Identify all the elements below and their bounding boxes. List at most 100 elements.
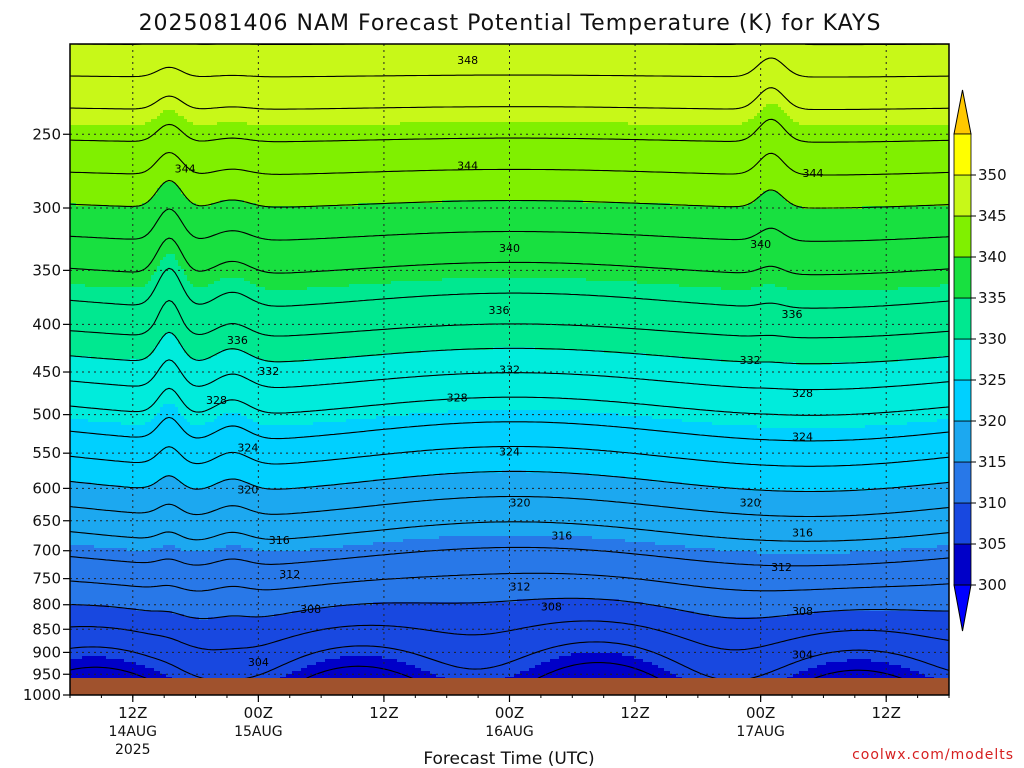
theta-fill-cell-510	[292, 671, 431, 675]
colorbar-swatch-330	[953, 297, 972, 340]
theta-fill-cell-219	[181, 344, 949, 348]
theta-contour-304	[70, 661, 941, 695]
colorbar-swatch-335	[953, 256, 972, 299]
theta-fill-cell-445	[694, 611, 815, 615]
theta-fill-cell-456	[70, 623, 949, 627]
theta-fill-cell-491	[889, 662, 949, 666]
theta-contour-318	[70, 495, 949, 518]
pressure-axis: 250 300 350 400 450 500 550 600 650 700 750 800 850 9…	[23, 125, 70, 704]
theta-fill-cell-329	[70, 470, 503, 474]
theta-fill-cell-211	[70, 338, 161, 342]
theta-fill-cell-295	[88, 419, 152, 423]
theta-fill-cell-360	[211, 485, 257, 489]
theta-fill-cell-306	[190, 422, 206, 426]
time-date-label-6: 14AUG	[109, 724, 158, 740]
theta-fill-cell-41	[70, 119, 152, 123]
theta-fill-cell-26	[70, 110, 164, 114]
theta-fill-cell-316	[70, 431, 949, 435]
theta-fill-cell-252	[898, 359, 949, 363]
theta-fill-cell-47	[145, 122, 194, 126]
theta-fill-cell-289	[184, 416, 218, 420]
theta-fill-cell-409	[901, 548, 949, 552]
contour-label-24: 312	[279, 568, 300, 581]
theta-fill-cell-114	[670, 203, 749, 207]
theta-fill-cell-389	[70, 542, 374, 546]
time-date-label-18: 15AUG	[234, 724, 283, 740]
theta-fill-cell-292	[376, 416, 653, 420]
theta-fill-cell-154	[154, 272, 185, 276]
theta-fill-cell-488	[541, 662, 653, 666]
theta-fill-cell-146	[178, 263, 949, 267]
theta-fill-cell-232	[70, 353, 152, 357]
theta-fill-cell-464	[70, 647, 949, 651]
theta-fill-cell-430	[619, 599, 949, 603]
contour-label-1: 344	[175, 162, 196, 175]
theta-fill-cell-434	[70, 605, 110, 609]
theta-fill-cell-385	[592, 536, 949, 540]
theta-fill-cell-148	[157, 266, 182, 270]
theta-fill-cell-76	[175, 182, 949, 186]
theta-fill-cell-210	[175, 335, 949, 339]
theta-fill-cell-97	[784, 197, 949, 201]
theta-fill-cell-122	[70, 215, 949, 219]
theta-fill-cell-357	[121, 485, 149, 489]
theta-fill-cell-82	[181, 188, 949, 192]
theta-fill-cell-497	[658, 665, 818, 669]
theta-fill-cell-414	[70, 557, 949, 561]
theta-fill-cell-411	[757, 551, 851, 555]
contour-label-30: 304	[248, 656, 269, 669]
theta-fill-cell-67	[70, 161, 949, 165]
contour-label-19: 320	[509, 496, 530, 509]
theta-fill-cell-336	[163, 476, 176, 480]
theta-fill-cell-467	[571, 653, 623, 657]
theta-fill-cell-33	[178, 113, 758, 117]
theta-fill-cell-489	[652, 662, 827, 666]
theta-fill-cell-227	[184, 350, 221, 354]
theta-fill-cell-44	[748, 119, 794, 123]
theta-fill-cell-31	[70, 113, 161, 117]
pressure-tick-label-350: 350	[32, 261, 61, 279]
theta-fill-cell-487	[406, 662, 542, 666]
theta-fill-cell-216	[178, 341, 949, 345]
theta-fill-cell-5	[70, 59, 949, 63]
theta-fill-cell-420	[70, 575, 949, 579]
theta-fill-cell-83	[70, 191, 158, 195]
theta-fill-cell-241	[148, 356, 191, 360]
theta-fill-cell-279	[580, 410, 949, 414]
theta-fill-cell-452	[70, 617, 200, 621]
contour-label-2: 344	[457, 159, 478, 172]
theta-fill-cell-429	[517, 599, 620, 603]
theta-fill-cell-387	[403, 539, 626, 543]
theta-fill-cell-185	[265, 287, 308, 291]
theta-fill-cell-206	[166, 332, 173, 336]
theta-fill-cell-518	[286, 674, 437, 678]
theta-fill-cell-168	[190, 281, 215, 285]
theta-fill-cell-314	[865, 425, 949, 429]
theta-fill-cell-98	[70, 200, 149, 204]
theta-fill-cell-247	[937, 356, 949, 360]
theta-fill-cell-36	[70, 116, 158, 120]
theta-fill-cell-1	[70, 47, 949, 51]
theta-fill-cell-84	[157, 191, 182, 195]
theta-fill-cell-475	[634, 656, 949, 660]
theta-fill-cell-242	[190, 356, 212, 360]
theta-fill-cell-162	[220, 278, 245, 282]
theta-fill-cell-277	[178, 410, 449, 414]
theta-fill-cell-89	[154, 194, 185, 198]
theta-fill-cell-338	[403, 476, 626, 480]
theta-fill-cell-304	[121, 422, 146, 426]
theta-fill-cell-390	[373, 542, 656, 546]
time-tick-label-6: 12Z	[118, 704, 147, 722]
theta-fill-cell-144	[70, 263, 161, 267]
theta-fill-cell-184	[70, 287, 266, 291]
theta-fill-cell-96	[757, 197, 785, 201]
colorbar-tick-label-340: 340	[978, 248, 1007, 266]
theta-fill-cell-299	[253, 419, 347, 423]
time-tick-label-42: 00Z	[495, 704, 524, 722]
theta-fill-cell-173	[70, 284, 86, 288]
colorbar-tick-label-330: 330	[978, 330, 1007, 348]
theta-fill-cell-520	[514, 674, 677, 678]
theta-fill-cell-509	[160, 671, 293, 675]
theta-fill-cell-405	[214, 548, 254, 552]
surface-ground-band	[70, 678, 949, 695]
